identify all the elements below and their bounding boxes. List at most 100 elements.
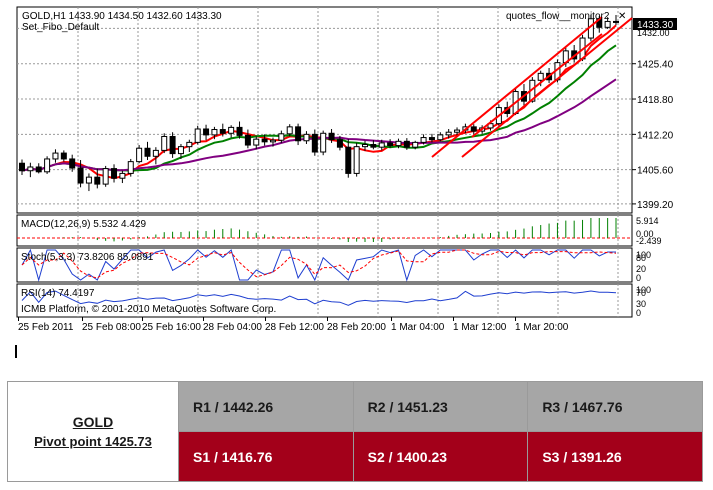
candle-bear [261,138,268,143]
candle-bull [278,133,285,141]
current-price-label: 1433.30 [637,20,674,31]
candle-bear [219,129,226,134]
candle-bull [177,146,184,155]
rsi-tick-label: 100 [636,285,651,295]
candle-bull [161,135,168,151]
candle-bull [437,134,444,141]
ma-slow-line [21,78,617,172]
main-pane-frame [16,6,633,214]
candles [19,15,619,192]
rsi-tick-label: 30 [636,299,646,309]
candle-bull [136,147,143,163]
close-icon[interactable]: ✕ [618,11,626,22]
candle-bull [303,133,310,142]
pivot-point-link[interactable]: Pivot point 1425.73 [34,434,152,449]
price-tick-label: 1432.00 [637,28,670,38]
candle-bull [253,138,260,146]
price-tick-label: 1425.40 [637,60,674,71]
candle-bear [144,147,151,157]
stoch-signal-line [21,249,617,279]
candle-bull [378,142,385,148]
candle-bear [169,135,176,155]
stoch-tick-label: 80 [636,253,646,263]
candle-bull [269,139,276,143]
candle-bull [194,128,201,143]
candle-bear [428,137,435,141]
trend-channel [431,16,633,158]
price-tick-label: 1405.60 [637,166,674,177]
channel-middle-line[interactable] [471,33,603,138]
macd-pane-frame [16,214,633,247]
candle-bull [27,166,34,172]
candle-bull [44,158,51,173]
text-cursor [15,345,17,358]
time-tick-label: 25 Feb 08:00 [82,322,141,333]
candle-bear [387,142,394,147]
candle-bull [613,20,619,23]
rsi-line [21,290,617,306]
macd-tick-label: -2.439 [636,236,662,246]
candle-bear [370,144,377,148]
symbol-quote-line: GOLD,H1 1433.90 1434.50 1432.60 1433.30 [22,11,222,22]
candle-bull [102,168,109,185]
resistance-row: GOLD Pivot point 1425.73 R1 / 1442.26 R2… [7,381,703,482]
price-chart[interactable]: GOLD,H1 1433.90 1434.50 1432.60 1433.30 … [0,0,713,345]
stoch-tick-label: 20 [636,264,646,274]
macd-tick-label: 0.00 [636,229,654,239]
chart-window[interactable]: GOLD,H1 1433.90 1434.50 1432.60 1433.30 … [0,0,713,345]
candle-bear [336,139,343,148]
candle-bear [403,140,410,148]
instrument-cell: GOLD Pivot point 1425.73 [7,381,179,482]
copyright-text: ICMB Platform, © 2001-2010 MetaQuotes So… [21,304,276,315]
candle-bull [353,146,360,174]
candle-bear [244,134,251,146]
price-tick-label: 1399.20 [637,200,674,211]
candle-bear [77,167,84,184]
time-tick-label: 1 Mar 20:00 [515,322,569,333]
r1-cell: R1 / 1442.26 [178,381,354,432]
time-tick-label: 25 Feb 2011 [18,322,74,333]
candle-bull [211,129,218,136]
time-tick-label: 28 Feb 04:00 [203,322,262,333]
template-name: Set_Fibo_Default [22,22,99,33]
candle-bull [362,144,369,148]
candle-bull [119,172,126,179]
channel-upper-line[interactable] [431,16,603,158]
candle-bull [412,141,419,148]
instrument-link[interactable]: GOLD [72,414,114,430]
r2-cell: R2 / 1451.23 [352,381,529,432]
indicator-lines [17,218,632,306]
stoch-pane-frame [16,247,633,283]
rsi-tick-label: 70 [636,288,646,298]
candle-bull [127,161,134,174]
candle-bull [604,20,611,28]
channel-lower-line[interactable] [461,17,633,158]
candle-bear [345,146,352,174]
rsi-label: RSI(14) 74.4197 [21,288,95,299]
candle-bear [236,126,243,136]
price-axis: 1425.40 1418.80 1412.20 1405.60 1399.20 1432.… [632,28,674,211]
stoch-tick-label: 100 [636,250,651,260]
candle-bull [395,140,402,147]
candle-bear [94,176,101,185]
candle-bull [286,126,293,135]
candle-bull [445,131,452,136]
candle-bear [295,126,302,142]
candle-bull [487,123,494,129]
rsi-tick-label: 0 [636,308,641,318]
candle-bull [320,132,327,153]
s2-cell: S2 / 1400.23 [352,431,529,482]
stoch-tick-label: 0 [636,273,641,283]
candle-bear [69,158,76,169]
candle-bull [85,176,92,184]
macd-tick-label: 5.914 [636,216,659,226]
pivot-table: GOLD Pivot point 1425.73 R1 / 1442.26 R2… [7,381,703,482]
candle-bear [203,128,210,136]
r3-cell: R3 / 1467.76 [527,381,703,432]
current-price-box [633,18,677,30]
s1-cell: S1 / 1416.76 [178,431,354,482]
time-tick-label: 28 Feb 12:00 [265,322,324,333]
candle-bear [60,152,67,160]
candle-bull [228,126,235,134]
